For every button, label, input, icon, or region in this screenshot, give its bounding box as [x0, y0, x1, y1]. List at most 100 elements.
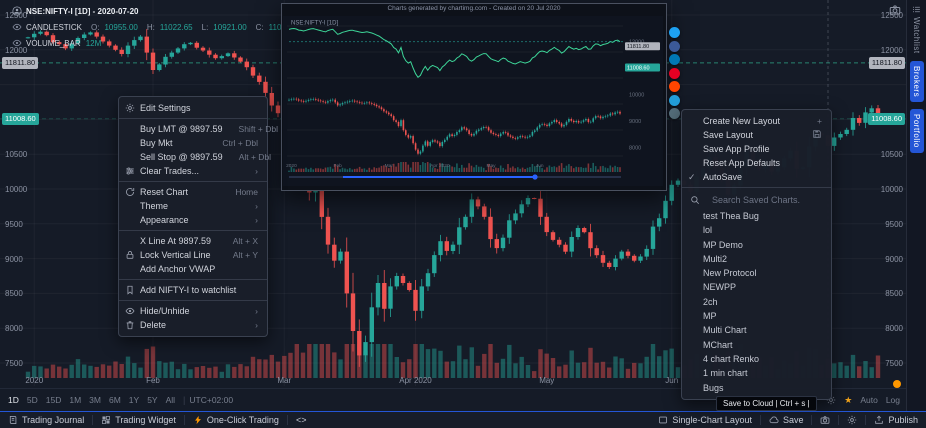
saved-chart-item[interactable]: MP Demo: [703, 239, 743, 250]
scale-toggle-auto[interactable]: Auto: [860, 395, 878, 405]
price-tick-left: 7500: [5, 359, 23, 368]
toolbar-divider: [811, 415, 813, 425]
share-telegram-icon[interactable]: [669, 94, 680, 106]
right-panel-tabs: Watchlist Brokers Portfolio: [906, 0, 926, 411]
range-button-1d[interactable]: 1D: [4, 393, 23, 407]
saved-chart-item[interactable]: Multi Chart: [703, 325, 747, 336]
menu-item-reset-app-defaults[interactable]: Reset App Defaults: [682, 156, 831, 170]
lock-icon: [125, 250, 140, 260]
toolbar-divider: [286, 415, 288, 425]
one-click-trading-button[interactable]: One-Click Trading: [185, 412, 287, 428]
publish-button[interactable]: Publish: [866, 412, 926, 428]
panel-tab-portfolio[interactable]: Portfolio: [909, 108, 924, 153]
saved-chart-item[interactable]: MChart: [703, 339, 733, 350]
menu-item-sell-stop-9897-59[interactable]: Sell Stop @ 9897.59 Alt + Dbl: [119, 150, 271, 164]
saved-chart-item[interactable]: test Thea Bug: [703, 211, 759, 221]
-button[interactable]: <>: [288, 412, 315, 428]
camera-icon: [820, 415, 830, 425]
svg-text:8000: 8000: [629, 145, 641, 151]
symbol-title[interactable]: NSE:NIFTY-I [1D] - 2020-07-20: [26, 6, 139, 16]
open-label: O:: [91, 22, 100, 32]
menu-item-delete[interactable]: Delete ›: [119, 318, 267, 332]
price-tick-right: 9000: [885, 254, 903, 264]
range-button-5d[interactable]: 5D: [23, 393, 42, 407]
camera-button[interactable]: [812, 412, 838, 428]
menu-item-appearance[interactable]: Appearance ›: [119, 213, 267, 227]
cloud-icon: [769, 415, 779, 425]
saved-chart-item[interactable]: lol: [703, 225, 713, 236]
snapshot-caption: Charts generated by chartimg.com - Creat…: [387, 5, 561, 12]
single-chart-layout-button[interactable]: Single-Chart Layout: [650, 412, 760, 428]
saved-chart-item[interactable]: 2ch: [703, 296, 718, 307]
search-saved-charts-input[interactable]: [710, 194, 826, 206]
menu-item-hide-unhide[interactable]: Hide/Unhide ›: [119, 304, 267, 318]
share-pinterest-icon[interactable]: [669, 67, 680, 79]
trading-journal-button[interactable]: Trading Journal: [0, 412, 92, 428]
saved-chart-item[interactable]: New Protocol: [703, 268, 757, 279]
share-email-icon[interactable]: [669, 108, 680, 119]
price-tick-right: 7500: [885, 359, 903, 368]
layout-menu: Create New Layout + Save Layout Save App Pr…: [681, 109, 832, 400]
menu-item-save-app-profile[interactable]: Save App Profile: [682, 142, 831, 156]
svg-text:2020: 2020: [286, 163, 297, 169]
gear-icon: [125, 103, 140, 113]
grid-icon: [658, 415, 668, 425]
saved-chart-item[interactable]: MP: [703, 311, 717, 322]
menu-item-save-layout[interactable]: Save Layout: [682, 128, 831, 142]
time-axis-label: Apr 2020: [399, 376, 432, 385]
share-twitter-icon[interactable]: [669, 27, 680, 38]
snapshot-camera-icon[interactable]: [889, 4, 901, 16]
layout-menu-items: Create New Layout + Save Layout Save App Pr…: [682, 114, 831, 184]
save-tooltip: Save to Cloud | Ctrl + s |: [716, 396, 817, 411]
menu-item-reset-chart[interactable]: Reset Chart Home: [119, 185, 267, 199]
volume-visibility-eye-icon[interactable]: [12, 38, 22, 48]
saved-chart-item[interactable]: 1 min chart: [703, 368, 748, 379]
menu-item-label: AutoSave: [703, 172, 743, 182]
toolbar-divider: |: [183, 395, 186, 405]
menu-item-label: Sell Stop @ 9897.59: [140, 152, 223, 162]
volume-series-name[interactable]: VOLUME_BAR: [26, 38, 81, 48]
range-button-all[interactable]: All: [162, 393, 179, 407]
range-button-3m[interactable]: 3M: [85, 393, 105, 407]
menu-item-x-line-at-9897-59[interactable]: X Line At 9897.59 Alt + X: [119, 234, 267, 248]
favorite-star-icon[interactable]: ★: [844, 394, 853, 405]
share-facebook-icon[interactable]: [669, 40, 680, 52]
share-reddit-icon[interactable]: [669, 81, 680, 92]
series-visibility-eye-icon[interactable]: [12, 22, 22, 32]
series-name[interactable]: CANDLESTICK: [26, 22, 83, 32]
range-button-6m[interactable]: 6M: [105, 393, 125, 407]
menu-item-lock-vertical-line[interactable]: Lock Vertical Line Alt + Y: [119, 248, 267, 262]
menu-item-label: Lock Vertical Line: [140, 250, 211, 260]
menu-item-buy-lmt-9897-59[interactable]: Buy LMT @ 9897.59 Shift + Dbl: [119, 122, 278, 136]
range-button-15d[interactable]: 15D: [42, 393, 66, 407]
scale-toggle-log[interactable]: Log: [885, 395, 900, 405]
save-button[interactable]: Save: [761, 412, 812, 428]
range-button-5y[interactable]: 5Y: [143, 393, 161, 407]
saved-chart-item[interactable]: Multi2: [703, 253, 728, 264]
range-button-1m[interactable]: 1M: [65, 393, 85, 407]
trading-widget-button[interactable]: Trading Widget: [93, 412, 184, 428]
menu-separator: [119, 300, 267, 301]
menu-item-add-nifty-i-to-watchlist[interactable]: Add NIFTY-I to watchlist: [119, 283, 267, 297]
legend-volume-row: VOLUME_BAR 12M: [12, 35, 297, 51]
menu-item-edit-settings[interactable]: Edit Settings: [119, 101, 267, 115]
menu-item-theme[interactable]: Theme ›: [119, 199, 267, 213]
menu-item-clear-trades[interactable]: Clear Trades... ›: [119, 164, 267, 178]
saved-chart-item[interactable]: NEWPP: [703, 282, 737, 293]
gear-button[interactable]: [839, 412, 865, 428]
menu-item-buy-mkt[interactable]: Buy Mkt Ctrl + Dbl: [119, 136, 267, 150]
timezone-button[interactable]: UTC+02:00: [189, 395, 234, 405]
price-tick-right: 9500: [885, 219, 903, 229]
price-tick-left: 8500: [5, 289, 23, 299]
panel-tab-watchlist[interactable]: Watchlist: [912, 5, 921, 54]
saved-chart-item[interactable]: 4 chart Renko: [703, 353, 760, 364]
panel-tab-brokers[interactable]: Brokers: [909, 60, 924, 102]
svg-text:Jun: Jun: [536, 163, 544, 169]
saved-chart-item[interactable]: Bugs: [703, 382, 724, 393]
range-button-1y[interactable]: 1Y: [125, 393, 143, 407]
menu-item-label: Delete: [140, 320, 167, 330]
share-linkedin-icon[interactable]: [669, 54, 680, 65]
menu-item-create-new-layout[interactable]: Create New Layout +: [682, 114, 831, 128]
menu-item-autosave[interactable]: ✓ AutoSave: [682, 170, 831, 184]
menu-item-add-anchor-vwap[interactable]: Add Anchor VWAP: [119, 262, 267, 276]
